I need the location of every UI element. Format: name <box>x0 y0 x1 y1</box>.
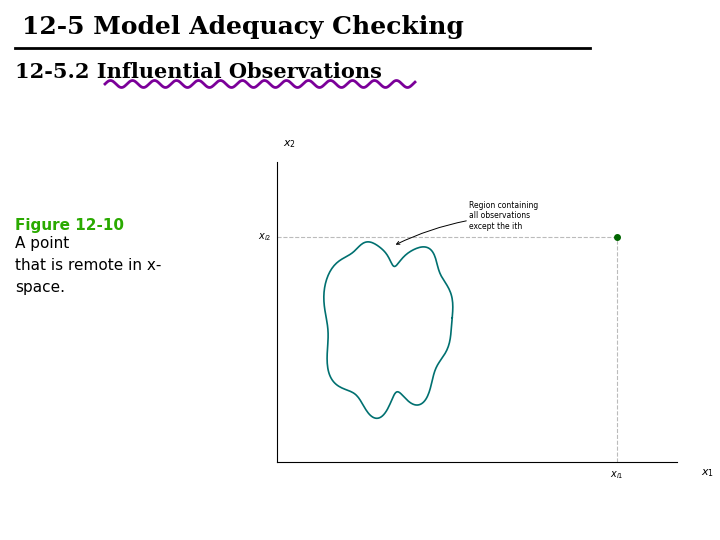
Text: $x_{i2}$: $x_{i2}$ <box>258 231 271 243</box>
Text: $x_{i1}$: $x_{i1}$ <box>610 469 624 481</box>
Text: Figure 12-10: Figure 12-10 <box>15 218 124 233</box>
Text: Region containing
all observations
except the ith: Region containing all observations excep… <box>397 201 539 244</box>
Text: 12-5 Model Adequacy Checking: 12-5 Model Adequacy Checking <box>22 15 464 39</box>
Text: $x_1$: $x_1$ <box>701 468 714 480</box>
Text: $x_2$: $x_2$ <box>283 138 296 150</box>
Text: A point
that is remote in x-
space.: A point that is remote in x- space. <box>15 236 161 295</box>
Text: 12-5.2 Influential Observations: 12-5.2 Influential Observations <box>15 62 382 82</box>
